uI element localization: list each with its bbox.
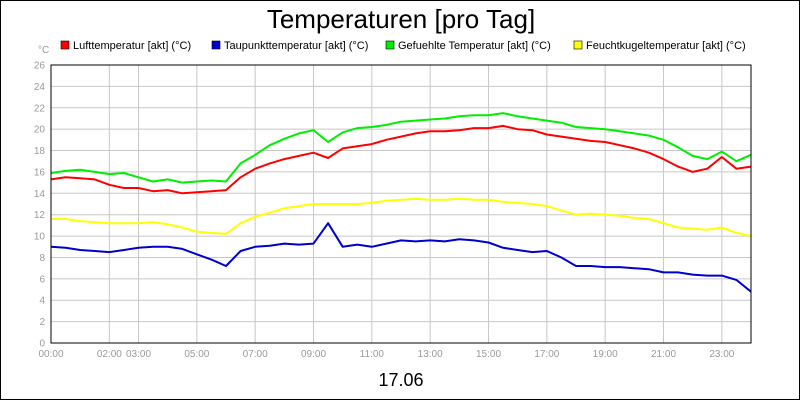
legend-label-2: Gefuehlte Temperatur [akt] (°C) xyxy=(398,40,551,52)
y-tick-label: 4 xyxy=(39,296,45,307)
legend-label-0: Lufttemperatur [akt] (°C) xyxy=(73,40,191,52)
series-lines xyxy=(50,112,752,293)
legend-label-1: Taupunkttemperatur [akt] (°C) xyxy=(224,40,368,52)
chart-title: Temperaturen [pro Tag] xyxy=(267,4,535,34)
legend-swatch-1 xyxy=(211,40,221,50)
x-tick-label: 17:00 xyxy=(534,349,559,360)
x-tick-label: 09:00 xyxy=(301,349,326,360)
series-line-0 xyxy=(50,124,752,195)
x-tick-label: 05:00 xyxy=(184,349,209,360)
x-tick-label: 15:00 xyxy=(476,349,501,360)
legend: Lufttemperatur [akt] (°C) Taupunkttempera… xyxy=(60,40,746,52)
x-tick-label: 07:00 xyxy=(243,349,268,360)
plot-border xyxy=(50,64,752,344)
x-axis-date-label: 17.06 xyxy=(378,370,423,390)
x-tick-label: 11:00 xyxy=(360,349,385,360)
x-tick-label: 00:00 xyxy=(38,349,63,360)
series-line-2 xyxy=(50,112,752,184)
x-tick-label: 02:00 xyxy=(97,349,122,360)
y-tick-label: 16 xyxy=(34,167,46,178)
series-line-1 xyxy=(50,222,752,293)
y-axis-unit: °C xyxy=(38,45,49,56)
y-tick-label: 8 xyxy=(39,253,45,264)
x-tick-label: 13:00 xyxy=(418,349,443,360)
y-tick-label: 18 xyxy=(34,146,46,157)
y-tick-label: 14 xyxy=(34,189,46,200)
x-tick-label: 21:00 xyxy=(651,349,676,360)
x-tick-label: 19:00 xyxy=(593,349,618,360)
series-line-3 xyxy=(51,197,752,238)
y-tick-label: 24 xyxy=(34,82,46,93)
legend-swatch-3 xyxy=(573,40,583,50)
legend-swatch-2 xyxy=(385,40,395,50)
y-tick-label: 12 xyxy=(34,210,46,221)
x-tick-label: 03:00 xyxy=(126,349,151,360)
x-axis-ticks: 00:00 02:00 03:00 05:00 07:00 09:00 11:00 13:00… xyxy=(38,349,734,360)
y-tick-label: 22 xyxy=(34,103,46,114)
y-tick-label: 20 xyxy=(34,125,46,136)
y-tick-label: 0 xyxy=(39,339,45,350)
y-tick-label: 26 xyxy=(34,61,46,72)
legend-swatch-0 xyxy=(60,40,70,50)
plot-area xyxy=(51,65,751,343)
legend-label-3: Feuchtkugeltemperatur [akt] (°C) xyxy=(586,40,746,52)
y-tick-label: 6 xyxy=(39,274,45,285)
y-tick-label: 10 xyxy=(34,232,46,243)
y-tick-label: 2 xyxy=(39,317,45,328)
x-tick-label: 23:00 xyxy=(709,349,734,360)
